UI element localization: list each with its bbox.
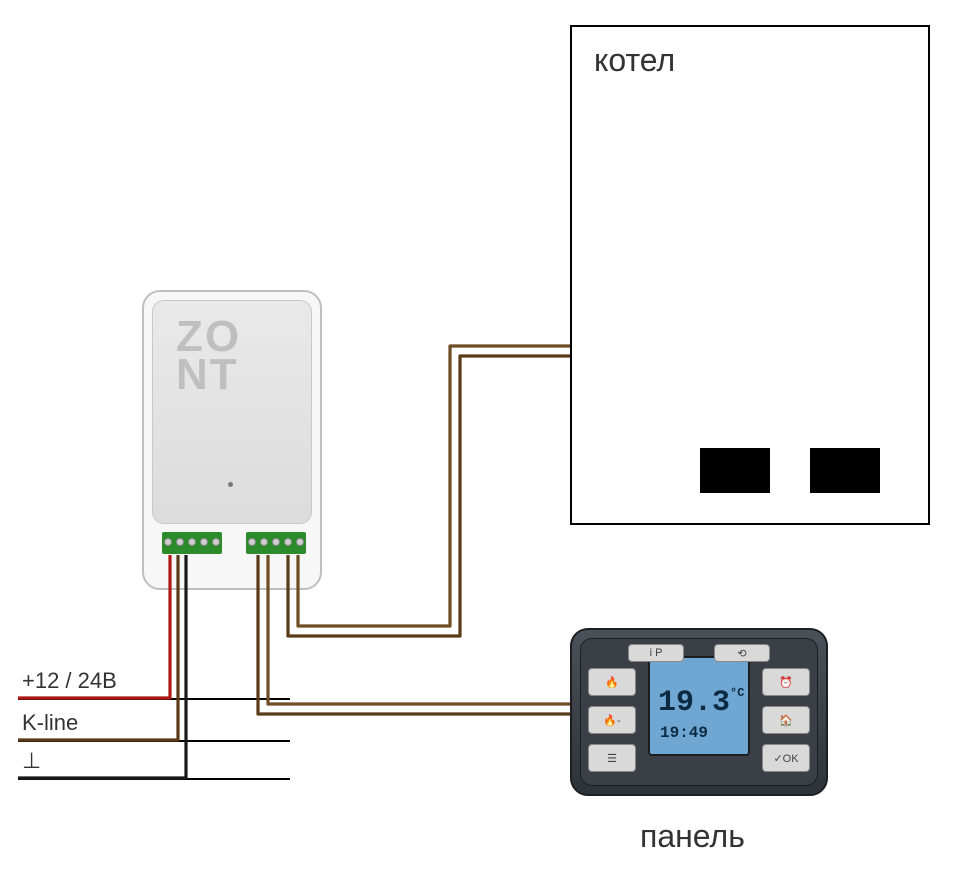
panel-btn-info[interactable]: i P [628,644,684,662]
zont-led [228,482,233,487]
panel-label: панель [640,818,745,855]
terminal-pin [284,538,292,546]
terminal-pin [176,538,184,546]
terminal-pin [296,538,304,546]
boiler-interface-block [700,448,770,493]
panel-time: 19:49 [660,724,708,742]
terminal-pin [248,538,256,546]
panel-btn-left-1[interactable]: 🔥- [588,706,636,734]
boiler-interface-block [810,448,880,493]
wire-boiler-b [298,346,570,626]
panel-btn-right-1[interactable]: 🏠 [762,706,810,734]
panel-btn-left-2[interactable]: ☰ [588,744,636,772]
input-label: K-line [22,710,78,736]
panel-btn-left-0[interactable]: 🔥 [588,668,636,696]
terminal-pin [272,538,280,546]
input-rule [18,698,290,700]
wiring-diagram: котел ZO NT 19.3°C 19:49 i P ⟲ 🔥 🔥- ☰ ⏰ 🏠 ✓OK п… [0,0,967,889]
terminal-pin [260,538,268,546]
input-rule [18,740,290,742]
terminal-pin [212,538,220,546]
panel-btn-right-0[interactable]: ⏰ [762,668,810,696]
zont-logo: ZO NT [176,318,241,394]
panel-screen: 19.3°C 19:49 [648,656,750,756]
boiler-label: котел [594,42,675,79]
panel-temperature: 19.3°C [658,686,744,720]
terminal-pin [164,538,172,546]
panel-btn-reset[interactable]: ⟲ [714,644,770,662]
panel-btn-right-2[interactable]: ✓OK [762,744,810,772]
input-label: +12 / 24В [22,668,117,694]
input-label: ⊥ [22,748,41,774]
terminal-pin [188,538,196,546]
zont-logo-line2: NT [176,350,239,399]
wire-boiler-a [288,356,570,636]
input-rule [18,778,290,780]
terminal-pin [200,538,208,546]
